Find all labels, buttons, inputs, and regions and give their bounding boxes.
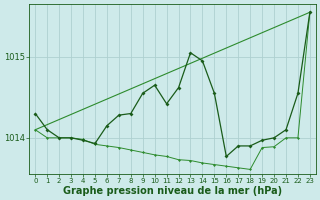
X-axis label: Graphe pression niveau de la mer (hPa): Graphe pression niveau de la mer (hPa) [63,186,282,196]
